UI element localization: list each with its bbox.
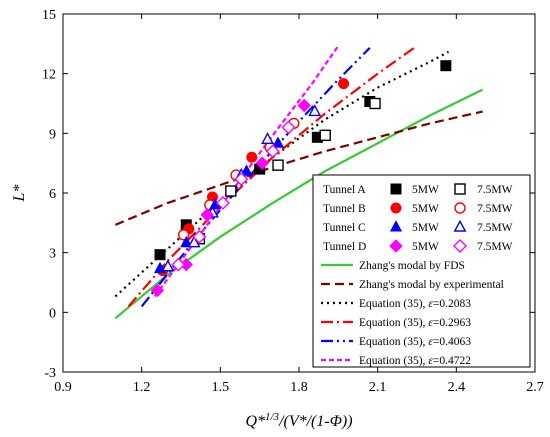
legend-marker-open (453, 239, 467, 253)
data-point (272, 159, 284, 171)
legend-tunnel-label: Tunnel C (323, 222, 366, 234)
data-point (369, 97, 381, 110)
legend-line-label: Equation (35), ε=0.2963 (359, 317, 471, 329)
data-point (225, 185, 237, 197)
legend-5mw-label: 5MW (412, 241, 439, 253)
data-point (215, 195, 230, 210)
y-tick-label: 12 (42, 68, 56, 83)
data-point (150, 283, 165, 298)
legend-tunnel-label: Tunnel B (323, 203, 366, 215)
legend: Tunnel A 5MW 7.5MW Tunnel B 5MW 7.5MW Tunnel C… (312, 174, 531, 368)
points-layer (150, 60, 452, 298)
data-point (187, 235, 201, 248)
x-tick-label: 2.4 (448, 380, 466, 395)
legend-marker-filled (390, 202, 402, 214)
legend-line-label: Equation (35), ε=0.2083 (359, 298, 471, 310)
legend-5mw-label: 5MW (412, 203, 439, 215)
legend-tunnel-label: Tunnel A (323, 184, 366, 196)
data-point (171, 257, 186, 272)
legend-7-5mw-label: 7.5MW (477, 241, 513, 253)
data-point (297, 98, 311, 113)
legend-5mw-label: 5MW (412, 184, 439, 196)
x-tick-label: 2.1 (369, 380, 387, 395)
legend-marker-open (453, 219, 467, 232)
data-point (200, 208, 214, 222)
data-point (261, 132, 274, 145)
data-point (319, 129, 331, 142)
y-tick-label: 3 (49, 247, 56, 262)
legend-7-5mw-label: 7.5MW (477, 222, 513, 234)
legend-marker-filled (390, 183, 402, 195)
data-point (246, 151, 258, 163)
series-line-5 (153, 45, 340, 298)
legend-marker-filled (389, 220, 403, 232)
data-point (281, 120, 296, 135)
data-point (161, 259, 175, 272)
legend-marker-open (454, 202, 466, 214)
y-tick-label: 0 (49, 306, 56, 321)
legend-line-label: Equation (35), ε=0.4063 (359, 336, 471, 348)
x-tick-label: 1.5 (212, 380, 230, 395)
legend-5mw-label: 5MW (412, 222, 439, 234)
data-point (234, 172, 249, 187)
legend-marker-open (454, 183, 466, 195)
legend-marker-filled (389, 239, 403, 253)
legend-7-5mw-label: 7.5MW (477, 203, 513, 215)
legend-line-label: Equation (35), ε=0.4722 (359, 355, 471, 367)
y-tick-label: 9 (49, 127, 56, 142)
legend-line-label: Zhang's modal by FDS (359, 260, 465, 272)
legend-line-label: Zhang's modal by experimental (359, 279, 504, 291)
y-tick-label: 6 (49, 187, 56, 202)
y-tick-label: 15 (42, 8, 56, 23)
y-axis-title: L* (11, 185, 28, 203)
data-point (265, 144, 280, 159)
series-line-2 (114, 50, 450, 298)
legend-7-5mw-label: 7.5MW (477, 184, 513, 196)
data-point (192, 229, 207, 244)
legend-tunnel-label: Tunnel D (323, 241, 366, 253)
data-point (338, 78, 350, 90)
y-tick-label: -3 (44, 366, 56, 381)
x-tick-label: 2.7 (526, 380, 544, 395)
x-tick-label: 0.9 (54, 380, 72, 395)
legend-box (312, 174, 531, 368)
data-point (255, 156, 269, 170)
x-tick-label: 1.2 (133, 380, 151, 395)
data-point (440, 60, 452, 72)
data-point (308, 104, 322, 117)
ticks-layer: 0.9 1.2 1.5 1.8 2.1 2.4 2.7 -3 0 3 6 9 12 15 (42, 8, 544, 395)
data-point (240, 164, 253, 176)
x-axis-title: Q*1/3/(V*/(1-Φ)) (245, 411, 352, 430)
data-point (180, 235, 193, 248)
data-point (271, 136, 285, 148)
data-point (154, 249, 166, 261)
x-tick-label: 1.8 (290, 380, 308, 395)
